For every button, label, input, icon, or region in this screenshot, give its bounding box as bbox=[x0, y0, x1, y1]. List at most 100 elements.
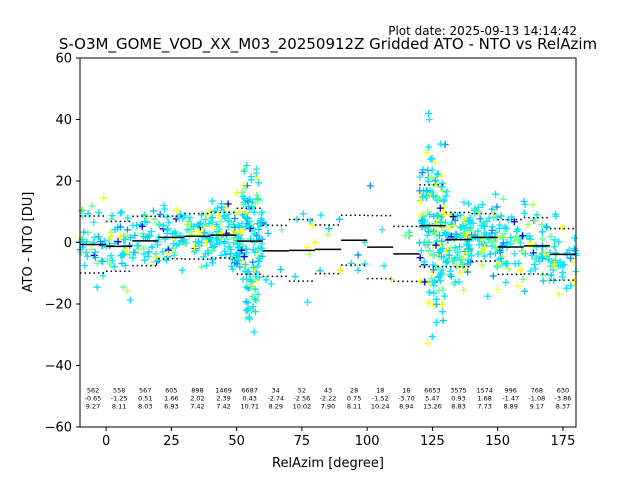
data-point bbox=[267, 280, 275, 288]
data-point bbox=[454, 249, 462, 257]
data-point bbox=[419, 165, 427, 173]
data-point bbox=[253, 191, 261, 199]
bin-count-label: 34 bbox=[272, 386, 280, 394]
data-point bbox=[247, 176, 255, 184]
bin-mean-label: 5.47 bbox=[425, 394, 439, 402]
data-point bbox=[366, 182, 374, 190]
data-point bbox=[224, 235, 232, 243]
data-point bbox=[194, 220, 202, 228]
data-point bbox=[324, 230, 332, 238]
data-point bbox=[214, 211, 222, 219]
data-point bbox=[249, 303, 257, 311]
data-point bbox=[521, 287, 529, 295]
data-point bbox=[242, 298, 250, 306]
data-point bbox=[159, 248, 167, 256]
data-point bbox=[443, 259, 451, 267]
data-point bbox=[255, 179, 263, 187]
data-point bbox=[238, 188, 246, 196]
data-point bbox=[140, 233, 148, 241]
data-point bbox=[311, 239, 319, 247]
data-point bbox=[567, 254, 575, 262]
data-point bbox=[171, 234, 179, 242]
data-point bbox=[423, 149, 431, 157]
data-point bbox=[502, 278, 510, 286]
chart-title: S-O3M_GOME_VOD_XX_M03_20250912Z Gridded … bbox=[59, 35, 597, 54]
data-point bbox=[87, 245, 95, 253]
data-point bbox=[425, 116, 433, 124]
data-point bbox=[426, 288, 434, 296]
data-point bbox=[440, 292, 448, 300]
data-point bbox=[224, 210, 232, 218]
bin-std-label: 8.94 bbox=[399, 402, 413, 410]
data-point bbox=[455, 262, 463, 270]
data-point bbox=[431, 230, 439, 238]
data-point bbox=[551, 236, 559, 244]
bin-mean-label: 0.43 bbox=[242, 394, 256, 402]
data-point bbox=[546, 248, 554, 256]
data-point bbox=[543, 223, 551, 231]
data-point bbox=[448, 272, 456, 280]
data-point bbox=[550, 276, 558, 284]
data-point bbox=[456, 232, 464, 240]
data-point bbox=[571, 234, 579, 242]
data-point bbox=[147, 228, 155, 236]
data-point bbox=[440, 196, 448, 204]
data-point bbox=[208, 197, 216, 205]
data-point bbox=[278, 226, 286, 234]
data-point bbox=[464, 268, 472, 276]
data-point bbox=[148, 243, 156, 251]
data-point bbox=[202, 211, 210, 219]
data-point bbox=[418, 216, 426, 224]
data-point bbox=[105, 236, 113, 244]
data-point bbox=[538, 228, 546, 236]
data-point bbox=[123, 231, 131, 239]
data-point bbox=[442, 230, 450, 238]
data-point bbox=[544, 255, 552, 263]
data-point bbox=[156, 210, 164, 218]
data-point bbox=[440, 211, 448, 219]
data-point bbox=[433, 171, 441, 179]
data-point bbox=[233, 189, 241, 197]
x-tick-label: 75 bbox=[294, 434, 311, 449]
data-point bbox=[426, 155, 434, 163]
data-point bbox=[255, 220, 263, 228]
data-point bbox=[248, 203, 256, 211]
data-point bbox=[119, 283, 127, 291]
data-point bbox=[449, 257, 457, 265]
data-point bbox=[451, 278, 459, 286]
data-point bbox=[83, 252, 91, 260]
data-point bbox=[439, 286, 447, 294]
bin-mean-label: -2.74 bbox=[267, 394, 284, 402]
data-point bbox=[114, 238, 122, 246]
data-point bbox=[207, 238, 215, 246]
data-point bbox=[436, 232, 444, 240]
data-point bbox=[202, 239, 210, 247]
bin-mean-label: -1.25 bbox=[111, 394, 128, 402]
data-point bbox=[241, 184, 249, 192]
data-point bbox=[496, 247, 504, 254]
data-point bbox=[425, 143, 433, 151]
data-point bbox=[155, 220, 163, 228]
data-point bbox=[207, 247, 215, 255]
data-point bbox=[378, 226, 386, 234]
data-point bbox=[459, 254, 467, 262]
data-point bbox=[239, 192, 247, 200]
data-point bbox=[258, 208, 266, 216]
bin-std-label: 7.42 bbox=[190, 402, 204, 410]
data-point bbox=[161, 205, 169, 213]
data-point bbox=[213, 236, 221, 244]
bin-count-label: 567 bbox=[139, 386, 151, 394]
data-point bbox=[264, 229, 272, 237]
data-point bbox=[552, 212, 560, 220]
data-point bbox=[479, 201, 487, 209]
data-point bbox=[570, 277, 578, 285]
data-point bbox=[242, 249, 250, 257]
data-point bbox=[497, 254, 505, 262]
data-point bbox=[417, 211, 425, 219]
data-point bbox=[559, 223, 567, 231]
data-point bbox=[141, 256, 149, 264]
data-point bbox=[404, 231, 412, 239]
y-tick-label: 40 bbox=[55, 113, 72, 128]
data-point bbox=[387, 275, 395, 283]
data-point bbox=[234, 253, 242, 261]
